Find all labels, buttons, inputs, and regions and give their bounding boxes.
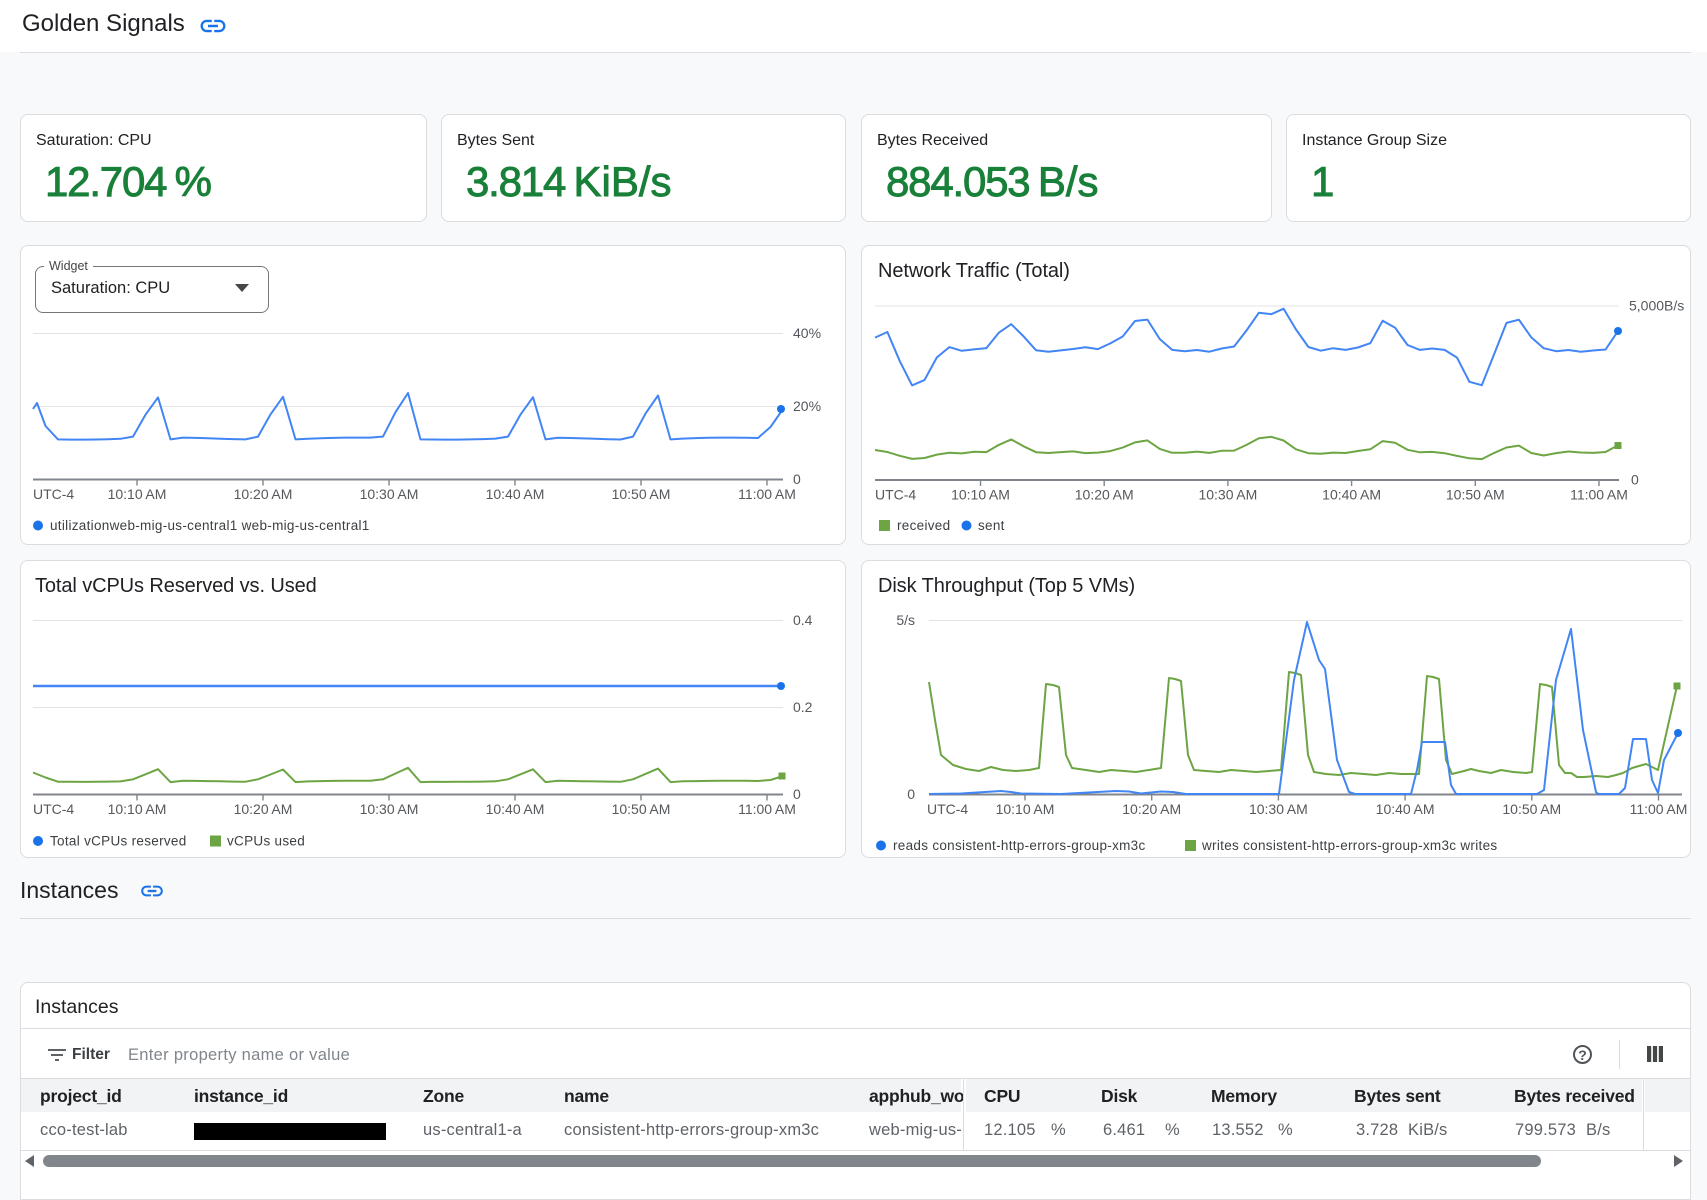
svg-text:11:00 AM: 11:00 AM	[738, 486, 796, 502]
svg-text:0: 0	[793, 786, 801, 802]
svg-text:UTC-4: UTC-4	[33, 801, 74, 817]
svg-text:10:40 AM: 10:40 AM	[1322, 487, 1381, 503]
svg-text:5,000B/s: 5,000B/s	[1629, 298, 1684, 314]
svg-text:10:20 AM: 10:20 AM	[234, 486, 293, 502]
svg-text:10:20 AM: 10:20 AM	[1075, 487, 1134, 503]
svg-text:10:30 AM: 10:30 AM	[360, 486, 419, 502]
svg-text:writes consistent-http-errors-: writes consistent-http-errors-group-xm3c…	[1201, 838, 1497, 853]
svg-text:11:00 AM: 11:00 AM	[738, 801, 796, 817]
svg-text:11:00 AM: 11:00 AM	[1630, 801, 1688, 817]
svg-text:10:40 AM: 10:40 AM	[1376, 801, 1435, 817]
svg-text:vCPUs used: vCPUs used	[227, 834, 305, 849]
svg-text:5/s: 5/s	[896, 612, 915, 628]
svg-text:10:40 AM: 10:40 AM	[486, 486, 545, 502]
svg-text:sent: sent	[978, 518, 1005, 533]
svg-text:10:20 AM: 10:20 AM	[234, 801, 293, 817]
svg-text:40%: 40%	[793, 325, 821, 341]
svg-text:10:20 AM: 10:20 AM	[1122, 801, 1181, 817]
svg-text:20%: 20%	[793, 398, 821, 414]
svg-text:0: 0	[793, 471, 801, 487]
svg-text:10:50 AM: 10:50 AM	[612, 801, 671, 817]
svg-text:10:30 AM: 10:30 AM	[360, 801, 419, 817]
svg-text:UTC-4: UTC-4	[927, 801, 968, 817]
svg-text:10:10 AM: 10:10 AM	[951, 487, 1010, 503]
svg-text:10:50 AM: 10:50 AM	[1446, 487, 1505, 503]
svg-text:10:10 AM: 10:10 AM	[108, 486, 167, 502]
svg-text:10:50 AM: 10:50 AM	[612, 486, 671, 502]
svg-text:10:50 AM: 10:50 AM	[1502, 801, 1561, 817]
svg-text:UTC-4: UTC-4	[33, 486, 74, 502]
svg-text:10:10 AM: 10:10 AM	[996, 801, 1055, 817]
svg-text:10:10 AM: 10:10 AM	[108, 801, 167, 817]
svg-text:11:00 AM: 11:00 AM	[1570, 487, 1628, 503]
svg-text:utilizationweb-mig-us-central1: utilizationweb-mig-us-central1 web-mig-u…	[50, 518, 370, 533]
svg-text:10:30 AM: 10:30 AM	[1198, 487, 1257, 503]
svg-text:0: 0	[1631, 472, 1639, 488]
svg-text:0: 0	[907, 786, 915, 802]
svg-text:10:40 AM: 10:40 AM	[486, 801, 545, 817]
svg-text:Total vCPUs reserved: Total vCPUs reserved	[50, 834, 187, 849]
svg-text:reads consistent-http-errors-g: reads consistent-http-errors-group-xm3c	[893, 838, 1146, 853]
svg-text:0.2: 0.2	[793, 699, 813, 715]
svg-text:UTC-4: UTC-4	[875, 487, 916, 503]
svg-text:0.4: 0.4	[793, 612, 813, 628]
svg-text:10:30 AM: 10:30 AM	[1249, 801, 1308, 817]
svg-text:received: received	[897, 518, 950, 533]
